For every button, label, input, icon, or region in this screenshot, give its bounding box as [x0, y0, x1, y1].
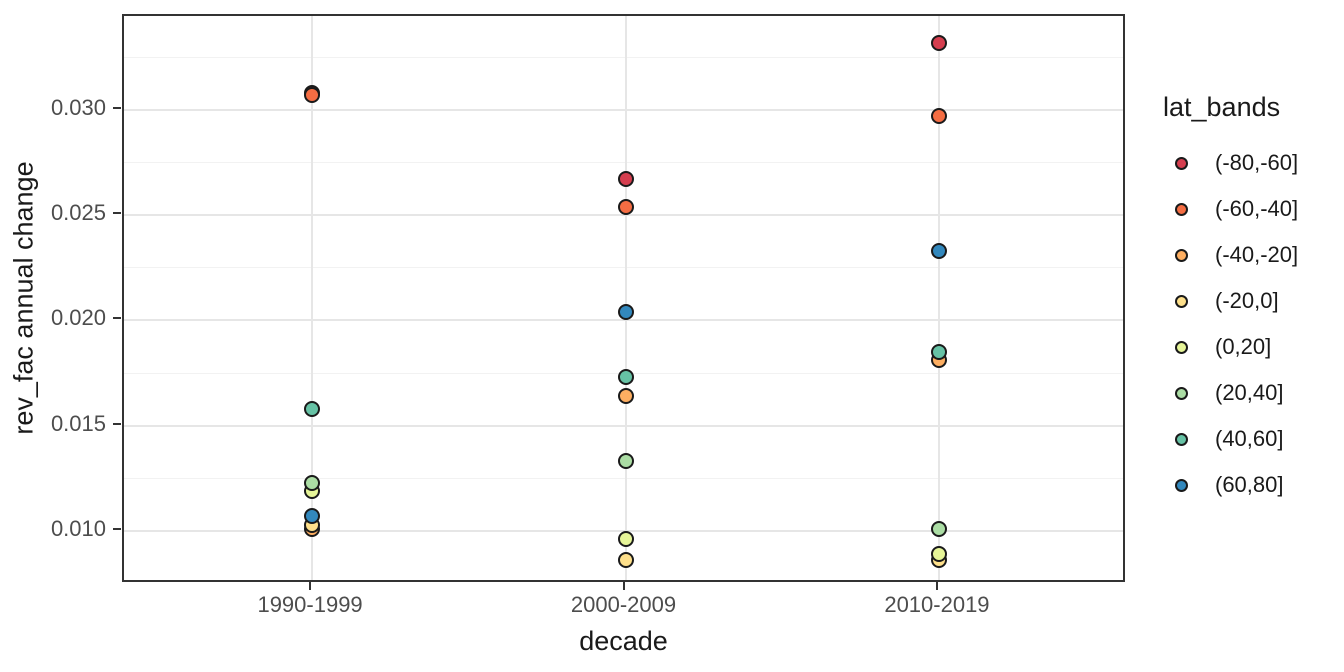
legend-key-dot [1174, 432, 1188, 446]
gridline-vertical [311, 16, 314, 580]
legend-key-dot [1174, 156, 1188, 170]
legend-entry: (-60,-40] [1163, 196, 1299, 221]
gridline-minor [124, 477, 1123, 479]
gridline-vertical [624, 16, 627, 580]
legend-key [1173, 339, 1189, 355]
x-axis-title: decade [579, 626, 668, 656]
legend-entry: (-80,-60] [1163, 150, 1299, 175]
y-tick-mark [113, 422, 121, 425]
gridline-vertical [937, 16, 940, 580]
y-tick-mark [113, 106, 121, 109]
x-tick-label: 2000-2009 [570, 592, 677, 617]
gridline-minor [124, 162, 1123, 164]
x-tick-label: 1990-1999 [257, 592, 363, 617]
legend-label: (60,80] [1215, 472, 1284, 497]
legend-key [1173, 431, 1189, 447]
gridline-major [124, 108, 1123, 111]
legend-key [1173, 247, 1189, 263]
legend-entries: (-80,-60] (-60,-40] (-40,-20] (-20,0] (0,20]… [1163, 150, 1299, 497]
legend-entry: (60,80] [1163, 472, 1298, 497]
data-point [617, 304, 634, 320]
x-tick-label: 2010-2019 [884, 592, 990, 617]
legend-key [1173, 201, 1189, 217]
data-point [304, 400, 321, 417]
data-point [617, 453, 634, 470]
legend-key [1173, 293, 1189, 309]
data-point [617, 388, 634, 405]
legend-key-dot [1174, 202, 1188, 216]
legend-key [1173, 155, 1189, 171]
data-point [304, 508, 321, 525]
legend-label: (0,20] [1215, 334, 1272, 359]
legend-label: (-80,-60] [1215, 150, 1299, 175]
x-tick-mark [935, 582, 938, 590]
legend-entry: (20,40] [1163, 380, 1298, 405]
legend-key-dot [1174, 294, 1188, 308]
data-point [617, 552, 634, 569]
data-point [930, 520, 947, 537]
legend-key-dot [1174, 340, 1188, 354]
y-tick-mark [113, 527, 121, 530]
data-point [304, 474, 321, 491]
gridline-minor [124, 267, 1123, 269]
legend-entry: (-40,-20] [1163, 242, 1299, 267]
legend-label: (-20,0] [1215, 288, 1279, 313]
legend-key-dot [1174, 478, 1188, 492]
y-tick-label: 0.015 [50, 410, 106, 436]
gridline-major [124, 214, 1123, 217]
legend: lat_bands (-80,-60] (-60,-40] (-40,-20] (-2… [1163, 92, 1298, 519]
x-tick-mark [309, 582, 312, 590]
x-tick-mark [622, 582, 625, 590]
legend-label: (-60,-40] [1215, 196, 1299, 221]
y-tick-label: 0.025 [50, 200, 106, 226]
data-point [617, 369, 634, 386]
gridline-major [124, 424, 1123, 427]
y-tick-label: 0.030 [50, 94, 106, 120]
data-point [930, 546, 947, 563]
legend-entry: (0,20] [1163, 334, 1298, 359]
gridline-major [124, 529, 1123, 532]
legend-title: lat_bands [1163, 92, 1281, 122]
gridline-minor [124, 56, 1123, 58]
legend-label: (20,40] [1215, 380, 1284, 405]
legend-key [1173, 477, 1189, 493]
data-point [930, 108, 947, 125]
y-tick-mark [113, 212, 121, 215]
gridline-major [124, 319, 1123, 322]
data-point [930, 344, 947, 360]
y-tick-mark [113, 317, 121, 320]
legend-key-dot [1174, 248, 1188, 262]
legend-key [1173, 385, 1189, 401]
legend-key-dot [1174, 386, 1188, 400]
data-point [304, 87, 321, 104]
plot-panel [122, 14, 1125, 582]
legend-entry: (40,60] [1163, 426, 1298, 451]
data-point [930, 34, 947, 51]
legend-entry: (-20,0] [1163, 288, 1298, 313]
y-tick-label: 0.020 [50, 305, 106, 331]
y-tick-label: 0.010 [50, 515, 106, 541]
data-point [617, 198, 634, 215]
data-point [930, 242, 947, 259]
data-point [617, 171, 634, 188]
data-point [617, 531, 634, 548]
legend-label: (-40,-20] [1215, 242, 1299, 267]
legend-label: (40,60] [1215, 426, 1284, 451]
